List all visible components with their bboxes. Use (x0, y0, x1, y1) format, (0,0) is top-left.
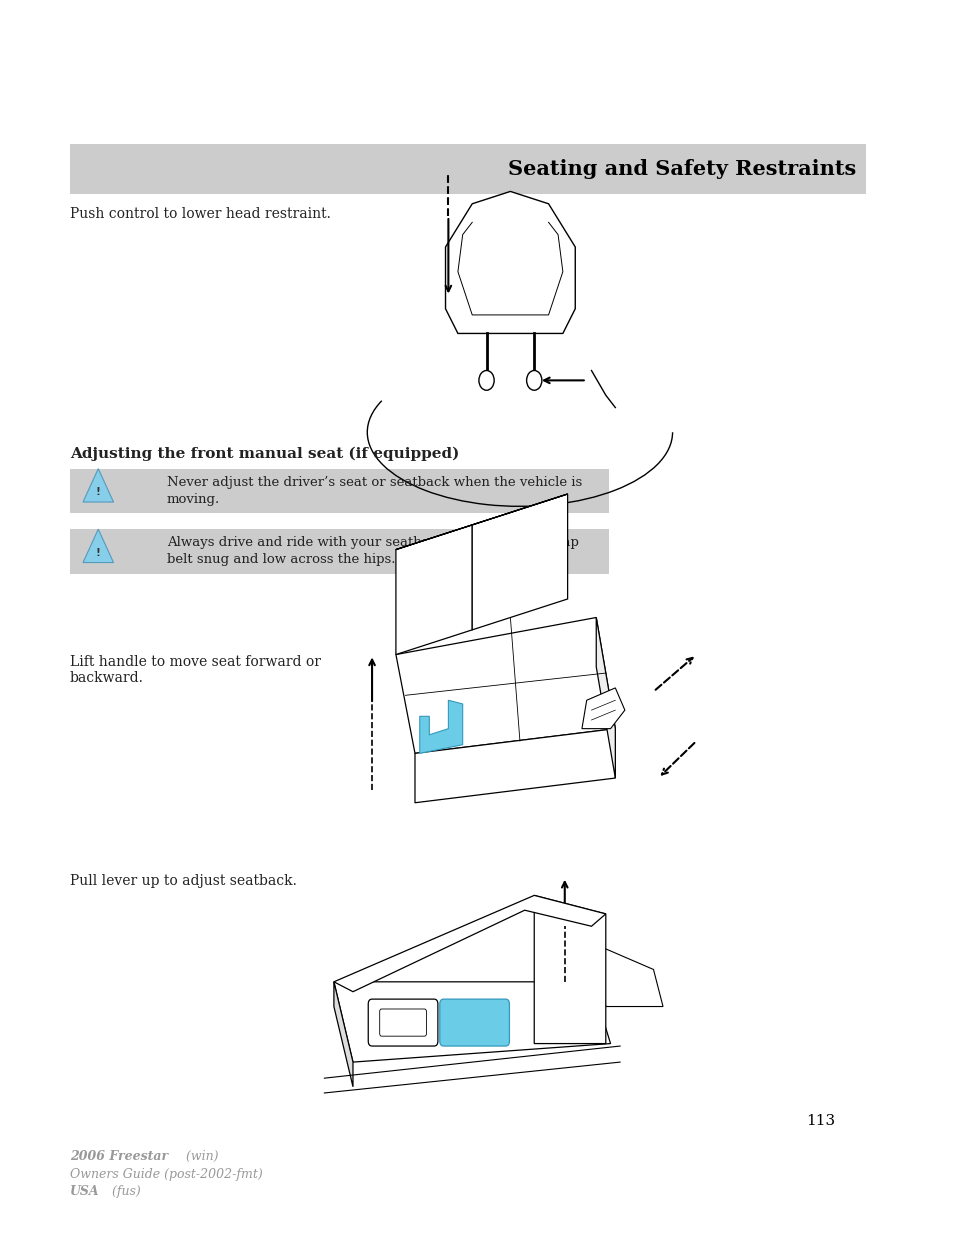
Polygon shape (334, 895, 605, 992)
Polygon shape (581, 688, 624, 729)
Polygon shape (419, 700, 462, 753)
Text: (win): (win) (182, 1150, 218, 1163)
Text: Adjusting the front manual seat (if equipped): Adjusting the front manual seat (if equi… (70, 447, 458, 462)
Polygon shape (83, 529, 113, 563)
Polygon shape (445, 191, 575, 333)
Polygon shape (472, 494, 567, 630)
Circle shape (478, 370, 494, 390)
Polygon shape (395, 525, 472, 655)
Polygon shape (334, 982, 353, 1087)
Text: 113: 113 (805, 1114, 834, 1129)
Polygon shape (415, 729, 615, 803)
Circle shape (526, 370, 541, 390)
Polygon shape (334, 982, 610, 1062)
Text: Seating and Safety Restraints: Seating and Safety Restraints (508, 159, 856, 179)
Polygon shape (395, 494, 567, 550)
Bar (70, 144, 865, 194)
Polygon shape (596, 945, 662, 1007)
FancyBboxPatch shape (368, 999, 437, 1046)
Bar (70, 529, 608, 574)
Text: Never adjust the driver’s seat or seatback when the vehicle is
moving.: Never adjust the driver’s seat or seatba… (167, 475, 581, 506)
Text: Push control to lower head restraint.: Push control to lower head restraint. (70, 207, 330, 221)
Polygon shape (596, 618, 615, 778)
FancyBboxPatch shape (379, 1009, 426, 1036)
Polygon shape (83, 468, 113, 501)
Text: (fus): (fus) (108, 1184, 140, 1198)
Text: 2006 Freestar: 2006 Freestar (70, 1150, 168, 1163)
Text: Owners Guide (post-2002-fmt): Owners Guide (post-2002-fmt) (70, 1167, 262, 1181)
Text: !: ! (95, 547, 101, 558)
FancyBboxPatch shape (439, 999, 509, 1046)
Text: USA: USA (70, 1184, 99, 1198)
Polygon shape (534, 895, 605, 1044)
Bar (70, 469, 608, 513)
Text: Always drive and ride with your seatback upright and the lap
belt snug and low a: Always drive and ride with your seatback… (167, 536, 578, 567)
Text: Pull lever up to adjust seatback.: Pull lever up to adjust seatback. (70, 874, 296, 888)
Text: Lift handle to move seat forward or
backward.: Lift handle to move seat forward or back… (70, 655, 320, 684)
Text: !: ! (95, 487, 101, 498)
Polygon shape (395, 618, 615, 753)
